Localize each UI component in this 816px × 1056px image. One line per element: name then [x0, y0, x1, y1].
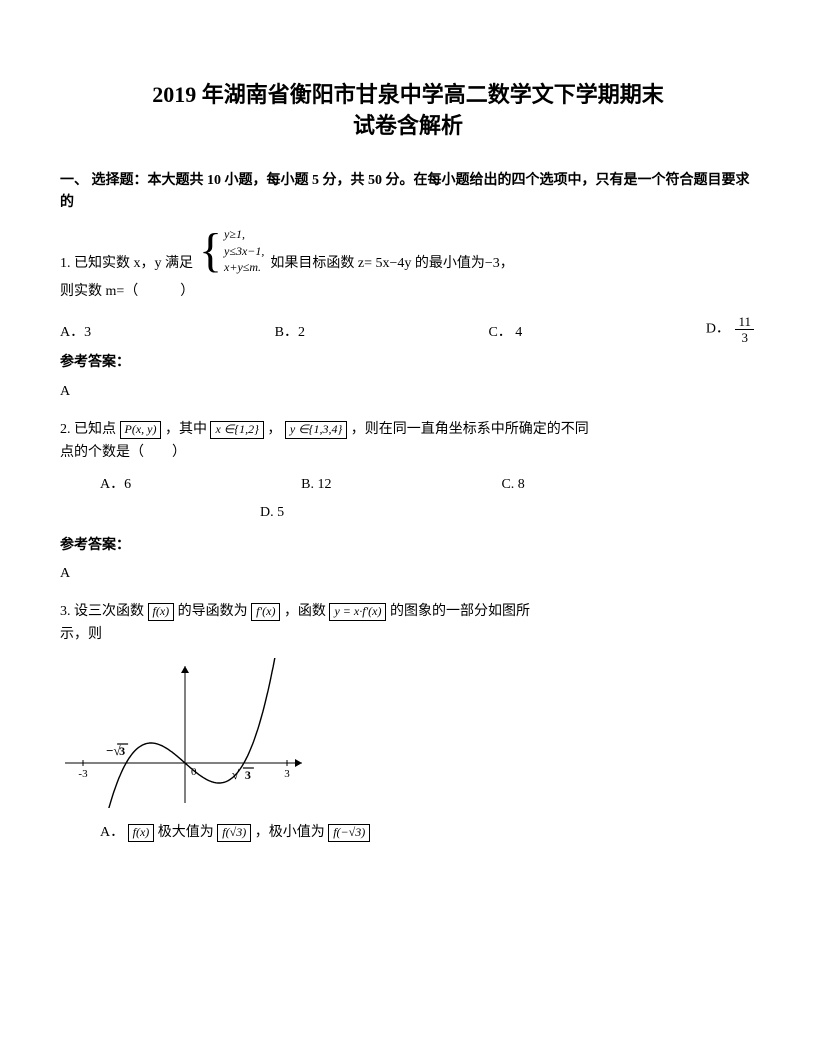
q1-lead: 1. 已知实数 x，y 满足	[60, 253, 193, 275]
question-2: 2. 已知点 P(x, y) ，其中 x ∈{1,2} ， y ∈{1,3,4}…	[60, 419, 756, 585]
q1-after: 如果目标函数 z= 5x−4y 的最小值为−3，	[270, 253, 513, 275]
q3-opt-a: A． f(x) 极大值为 f(√3) ，极小值为 f(−√3)	[100, 822, 756, 844]
q3-yexpr: y = x·f′(x)	[329, 603, 386, 621]
q2-options-row-1: A．6 B. 12 C. 8	[100, 474, 756, 496]
q1-sys-3: x+y≤m.	[224, 259, 264, 275]
q2-mid3: ，则在同一直角坐标系中所确定的不同	[351, 422, 589, 437]
q2-mid2: ，	[267, 422, 281, 437]
section-1-header: 一、 选择题：本大题共 10 小题，每小题 5 分，共 50 分。在每小题给出的…	[60, 170, 756, 215]
page-title: 2019 年湖南省衡阳市甘泉中学高二数学文下学期期末 试卷含解析	[60, 80, 756, 142]
q1-opt-d-num: 11	[735, 315, 754, 330]
svg-text:3: 3	[119, 744, 125, 758]
q2-opt-a: A．6	[100, 474, 131, 496]
q2-opt-d: D. 5	[260, 502, 284, 524]
q1-opt-c: C． 4	[488, 322, 522, 344]
svg-text:3: 3	[284, 768, 290, 780]
q1-opt-d-prefix: D．	[706, 322, 730, 337]
q1-opt-d-fraction: 11 3	[735, 315, 754, 344]
title-line-2: 试卷含解析	[353, 113, 463, 138]
q3-mid3: 的图象的一部分如图所	[390, 604, 530, 619]
title-line-1: 2019 年湖南省衡阳市甘泉中学高二数学文下学期期末	[152, 82, 664, 107]
q3-graph-svg: -330−√3√3	[60, 658, 310, 808]
q3-fx: f(x)	[148, 603, 175, 621]
q3-line-2: 示，则	[60, 624, 756, 646]
q1-system: { y≥1, y≤3x−1, x+y≤m.	[199, 226, 264, 275]
question-1: 1. 已知实数 x，y 满足 { y≥1, y≤3x−1, x+y≤m. 如果目…	[60, 226, 756, 403]
q3-opt-a-fs3: f(√3)	[217, 824, 251, 842]
q1-answer: A	[60, 381, 756, 403]
question-3: 3. 设三次函数 f(x) 的导函数为 f′(x) ，函数 y = x·f′(x…	[60, 601, 756, 844]
q1-line-2: 则实数 m=（ ）	[60, 281, 756, 303]
svg-text:3: 3	[245, 768, 251, 782]
q1-options: A．3 B．2 C． 4 D． 11 3	[60, 315, 756, 344]
q3-opt-a-mid2: ，极小值为	[255, 825, 325, 840]
q2-answer: A	[60, 563, 756, 585]
q3-mid2: ，函数	[284, 604, 326, 619]
q1-opt-a: A．3	[60, 322, 91, 344]
q3-lead: 3. 设三次函数	[60, 604, 144, 619]
svg-text:-3: -3	[78, 768, 88, 780]
q2-options-row-2: D. 5	[260, 502, 756, 524]
q1-answer-label: 参考答案：	[60, 352, 756, 374]
q2-opt-b: B. 12	[301, 474, 331, 496]
q1-opt-d-den: 3	[735, 330, 754, 344]
q2-xset: x ∈{1,2}	[210, 421, 263, 439]
q1-opt-b: B．2	[275, 322, 305, 344]
q3-opt-a-fx: f(x)	[128, 824, 155, 842]
q2-opt-c: C. 8	[501, 474, 524, 496]
q3-opt-a-prefix: A．	[100, 825, 124, 840]
q2-yset: y ∈{1,3,4}	[285, 421, 347, 439]
brace-icon: {	[199, 227, 222, 275]
q3-fpx: f′(x)	[251, 603, 280, 621]
q2-lead: 2. 已知点	[60, 422, 116, 437]
q2-mid1: ，其中	[165, 422, 207, 437]
q3-graph: -330−√3√3	[60, 658, 756, 808]
q3-mid1: 的导函数为	[178, 604, 248, 619]
q3-opt-a-mid1: 极大值为	[158, 825, 214, 840]
q1-sys-2: y≤3x−1,	[224, 243, 264, 259]
q2-pxy: P(x, y)	[120, 421, 162, 439]
q2-answer-label: 参考答案：	[60, 535, 756, 557]
q2-line-2: 点的个数是（ ）	[60, 442, 756, 464]
q1-sys-1: y≥1,	[224, 226, 264, 242]
q3-opt-a-fns3: f(−√3)	[328, 824, 370, 842]
q1-opt-d: D． 11 3	[706, 315, 756, 344]
